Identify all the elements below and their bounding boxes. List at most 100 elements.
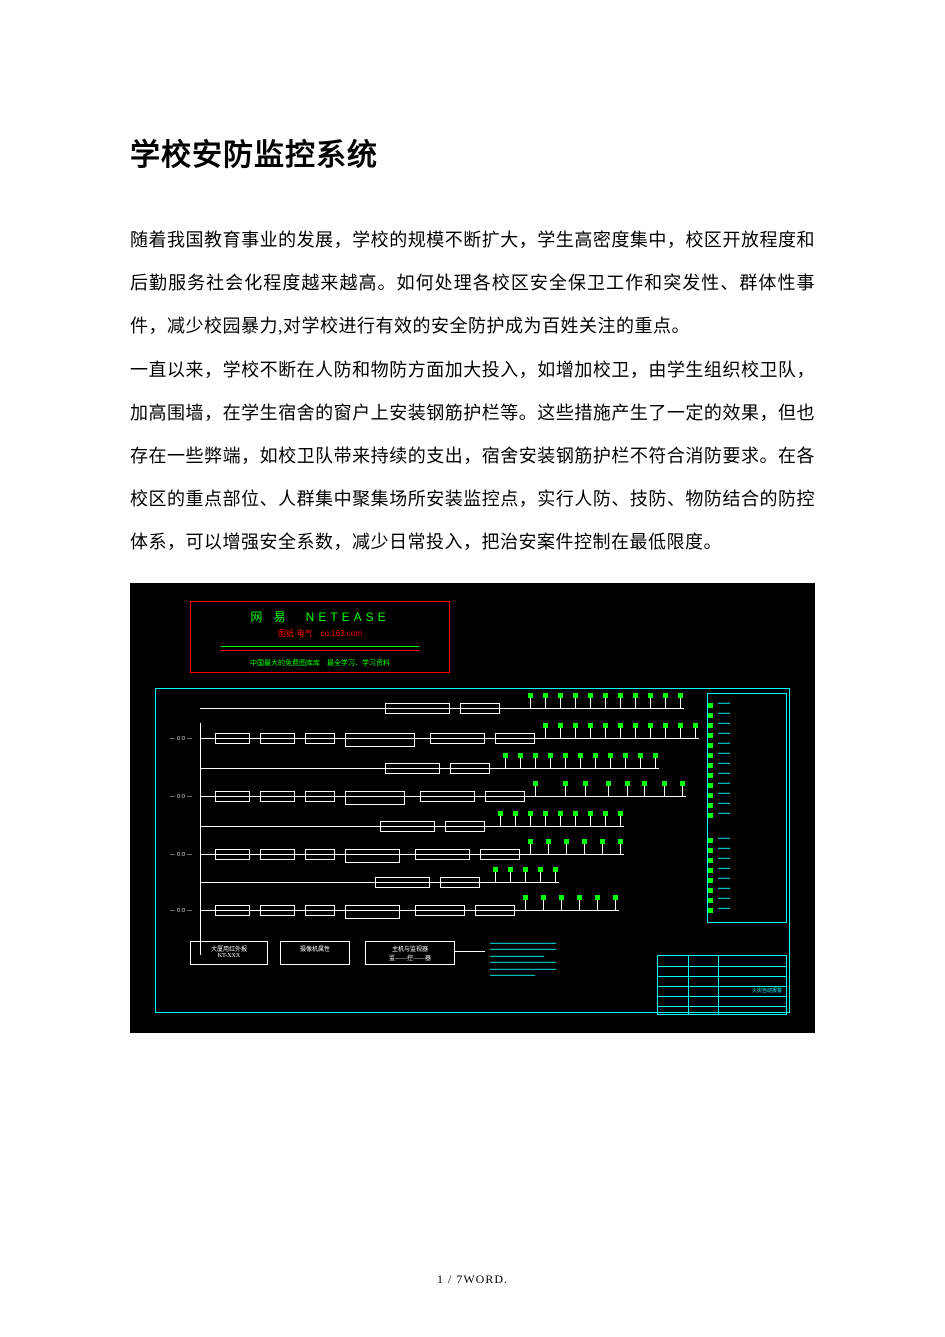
diagram-dot xyxy=(633,693,638,698)
diagram-stub xyxy=(510,871,511,882)
diagram-dot xyxy=(528,811,533,816)
page-footer: 1 / 7WORD. xyxy=(0,1272,945,1287)
diagram-dot xyxy=(518,753,523,758)
diagram-node xyxy=(385,703,450,714)
diagram-dot xyxy=(583,781,588,786)
diagram-dot xyxy=(603,723,608,728)
panel-dot xyxy=(708,743,713,748)
diagram-stub xyxy=(505,757,506,768)
diagram-node xyxy=(445,821,485,832)
diagram-stub xyxy=(545,727,546,738)
diagram-dot xyxy=(533,781,538,786)
diagram-dot xyxy=(606,781,611,786)
panel-text: ━━━━ xyxy=(718,791,730,798)
panel-dot xyxy=(708,803,713,808)
diagram-stub xyxy=(566,843,567,854)
panel-dot xyxy=(708,733,713,738)
diagram-stub xyxy=(620,697,621,708)
panel-text: ━━━━ xyxy=(718,906,730,913)
diagram-stub xyxy=(530,843,531,854)
diagram-stub xyxy=(602,843,603,854)
panel-text: ━━━━ xyxy=(718,811,730,818)
panel-dot xyxy=(708,813,713,818)
diagram-dot xyxy=(503,753,508,758)
diagram-stub xyxy=(635,697,636,708)
diagram-stub xyxy=(515,815,516,826)
diagram-dot xyxy=(648,723,653,728)
diagram-node xyxy=(420,791,475,802)
diagram-dot xyxy=(553,867,558,872)
diagram-dot xyxy=(678,723,683,728)
diagram-row-label: — ㅁㅁ — xyxy=(170,735,192,742)
diagram-dot xyxy=(493,867,498,872)
diagram-dot xyxy=(595,895,600,900)
diagram-dot xyxy=(548,753,553,758)
panel-text: ━━━━ xyxy=(718,771,730,778)
diagram-stub xyxy=(520,757,521,768)
diagram-stub xyxy=(682,785,683,796)
diagram-stub xyxy=(615,899,616,910)
diagram-stub xyxy=(543,899,544,910)
diagram-node xyxy=(385,763,440,774)
diagram-dot xyxy=(546,839,551,844)
diagram-stub xyxy=(605,727,606,738)
diagram-stub xyxy=(605,815,606,826)
diagram-dot xyxy=(563,781,568,786)
panel-dot xyxy=(708,793,713,798)
diagram-trunk xyxy=(200,723,201,955)
panel-text: ━━━━ xyxy=(718,801,730,808)
diagram-stub xyxy=(610,757,611,768)
diagram-dot xyxy=(638,753,643,758)
diagram-stub xyxy=(635,727,636,738)
diagram-bottom-box: 主机与监视器监——控——器 xyxy=(365,941,455,965)
diagram-dot xyxy=(608,753,613,758)
panel-dot xyxy=(708,753,713,758)
diagram-dot xyxy=(573,723,578,728)
diagram-node xyxy=(475,905,515,916)
panel-text: ━━━━ xyxy=(718,846,730,853)
diagram-dot xyxy=(563,753,568,758)
diagram-dot xyxy=(558,811,563,816)
diagram-stub xyxy=(664,785,665,796)
diagram-node xyxy=(260,905,295,916)
diagram-dot xyxy=(662,781,667,786)
diagram-stub xyxy=(560,727,561,738)
cad-diagram: 网 易 NETEASE 图纸·电气 co.163.com 中国最大的免费图库库 … xyxy=(130,583,815,1033)
panel-text: ━━━━ xyxy=(718,886,730,893)
diagram-node xyxy=(215,733,250,744)
diagram-dot xyxy=(618,693,623,698)
diagram-node xyxy=(480,849,520,860)
diagram-dot xyxy=(678,693,683,698)
diagram-stub xyxy=(597,899,598,910)
diagram-stub xyxy=(608,785,609,796)
diagram-dot xyxy=(498,811,503,816)
diagram-stub xyxy=(620,727,621,738)
diagram-dot xyxy=(541,895,546,900)
diagram-stub xyxy=(579,899,580,910)
diagram-node xyxy=(215,791,250,802)
panel-text: ━━━━ xyxy=(718,761,730,768)
panel-dot xyxy=(708,773,713,778)
diagram-node xyxy=(305,849,335,860)
diagram-node xyxy=(450,763,490,774)
diagram-stub xyxy=(560,697,561,708)
diagram-node xyxy=(215,905,250,916)
panel-text: ━━━━ xyxy=(718,866,730,873)
diagram-stub xyxy=(605,697,606,708)
diagram-stub xyxy=(575,697,576,708)
titleblock-label: 火灾自动报警 xyxy=(752,988,782,995)
diagram-stub xyxy=(595,757,596,768)
diagram-stub xyxy=(530,815,531,826)
diagram-dot xyxy=(528,839,533,844)
panel-dot xyxy=(708,888,713,893)
diagram-node xyxy=(260,733,295,744)
diagram-stub xyxy=(495,871,496,882)
diagram-stub xyxy=(525,899,526,910)
diagram-stub xyxy=(650,697,651,708)
diagram-dot xyxy=(618,839,623,844)
diagram-stub xyxy=(680,727,681,738)
panel-text: ━━━━ xyxy=(718,741,730,748)
diagram-node xyxy=(440,877,480,888)
diagram-node xyxy=(305,733,335,744)
diagram-dot xyxy=(543,811,548,816)
